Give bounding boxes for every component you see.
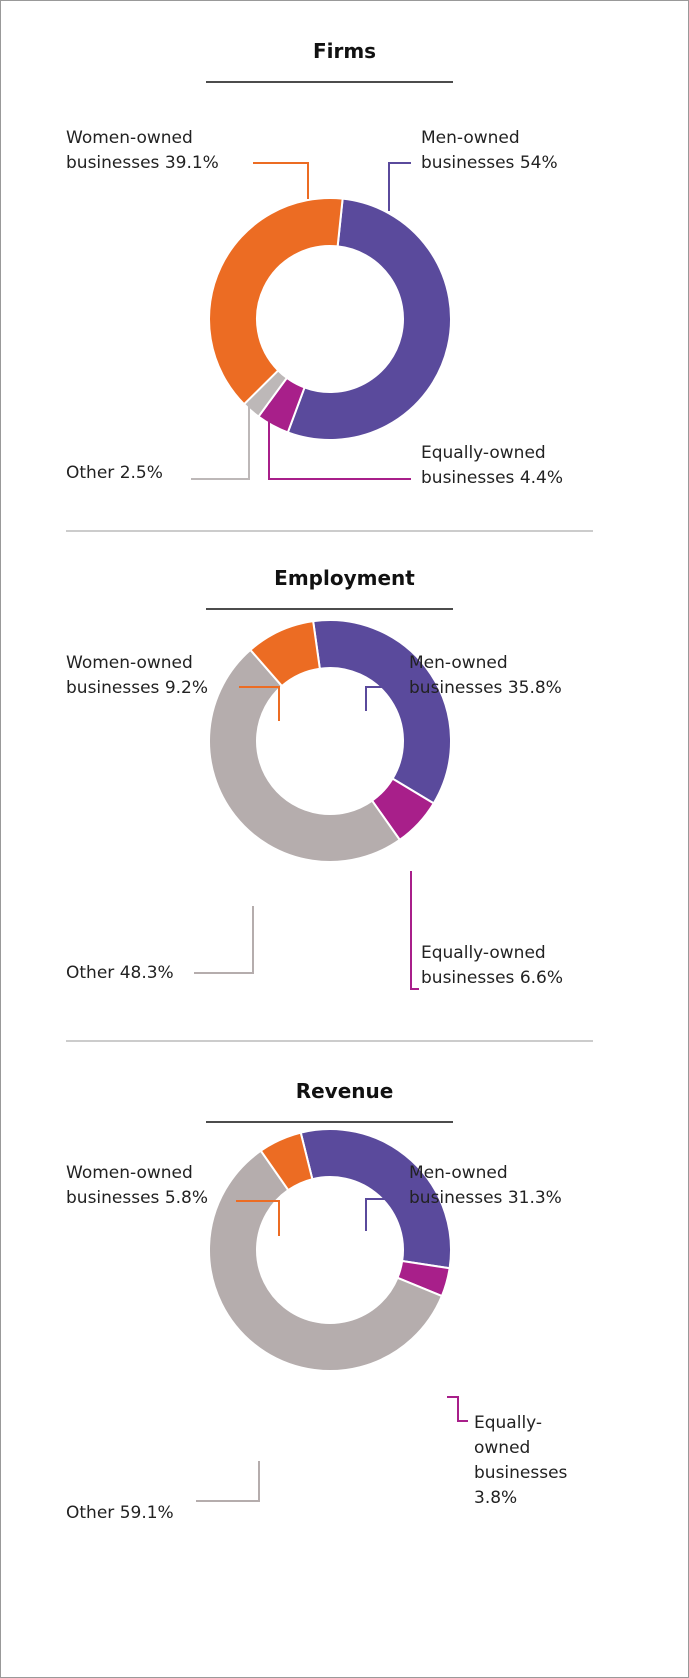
category-name: Equally-owned businesses	[421, 943, 546, 988]
donut-slice	[208, 197, 344, 406]
value-label: 2.5%	[119, 463, 163, 483]
slice-label: Equally-owned businesses 6.6%	[421, 941, 611, 991]
leader-line	[194, 906, 254, 974]
value-label: 59.1%	[119, 1503, 174, 1523]
value-label: 35.8%	[507, 678, 562, 698]
value-label: 31.3%	[507, 1188, 562, 1208]
donut-slice	[312, 619, 452, 805]
donut-slice	[248, 620, 321, 688]
slice-label: Other 2.5%	[66, 461, 256, 486]
leader-line	[365, 686, 399, 711]
slice-label: Men-owned businesses 35.8%	[409, 651, 599, 701]
value-label: 6.6%	[519, 968, 564, 988]
donut-slice	[208, 648, 402, 863]
leader-line	[239, 686, 280, 721]
category-name: Equally-owned businesses	[474, 1413, 568, 1483]
slice-label: Other 48.3%	[66, 961, 256, 986]
chart-title: Employment	[274, 566, 415, 590]
category-name: Equally-owned businesses	[421, 443, 546, 488]
category-name: Other	[66, 1503, 115, 1523]
slice-label: Equally-owned businesses 3.8%	[474, 1411, 584, 1511]
chart-title: Revenue	[295, 1079, 394, 1103]
category-name: Other	[66, 463, 115, 483]
value-label: 39.1%	[164, 153, 219, 173]
category-name: Men-owned businesses	[421, 128, 520, 173]
value-label: 48.3%	[119, 963, 174, 983]
slice-label: Women-owned businesses 5.8%	[66, 1161, 256, 1211]
category-name: Women-owned businesses	[66, 653, 193, 698]
donut-slice	[299, 1128, 452, 1270]
leader-line	[410, 871, 419, 990]
leader-line	[388, 162, 411, 211]
leader-line	[191, 393, 250, 480]
value-label: 54%	[519, 153, 558, 173]
leader-line	[447, 1396, 468, 1422]
category-name: Men-owned businesses	[409, 653, 508, 698]
leader-line	[253, 162, 309, 199]
donut-slice	[259, 1131, 314, 1192]
value-label: 5.8%	[164, 1188, 209, 1208]
chart-title: Firms	[312, 39, 377, 63]
value-label: 3.8%	[474, 1488, 518, 1508]
donut-slice	[207, 1149, 444, 1373]
slice-label: Equally-owned businesses 4.4%	[421, 441, 611, 491]
donut-slice	[286, 197, 452, 441]
category-name: Other	[66, 963, 115, 983]
value-label: 9.2%	[164, 678, 209, 698]
slice-label: Men-owned businesses 31.3%	[409, 1161, 599, 1211]
leader-line	[236, 1200, 280, 1236]
leader-line	[365, 1198, 401, 1231]
leader-line	[268, 401, 411, 480]
category-name: Women-owned businesses	[66, 128, 193, 173]
slice-label: Women-owned businesses 9.2%	[66, 651, 256, 701]
slice-label: Men-owned businesses 54%	[421, 126, 611, 176]
category-name: Women-owned businesses	[66, 1163, 193, 1208]
value-label: 4.4%	[519, 468, 564, 488]
slice-label: Other 59.1%	[66, 1501, 256, 1526]
category-name: Men-owned businesses	[409, 1163, 508, 1208]
leader-line	[196, 1461, 260, 1502]
slice-label: Women-owned businesses 39.1%	[66, 126, 256, 176]
